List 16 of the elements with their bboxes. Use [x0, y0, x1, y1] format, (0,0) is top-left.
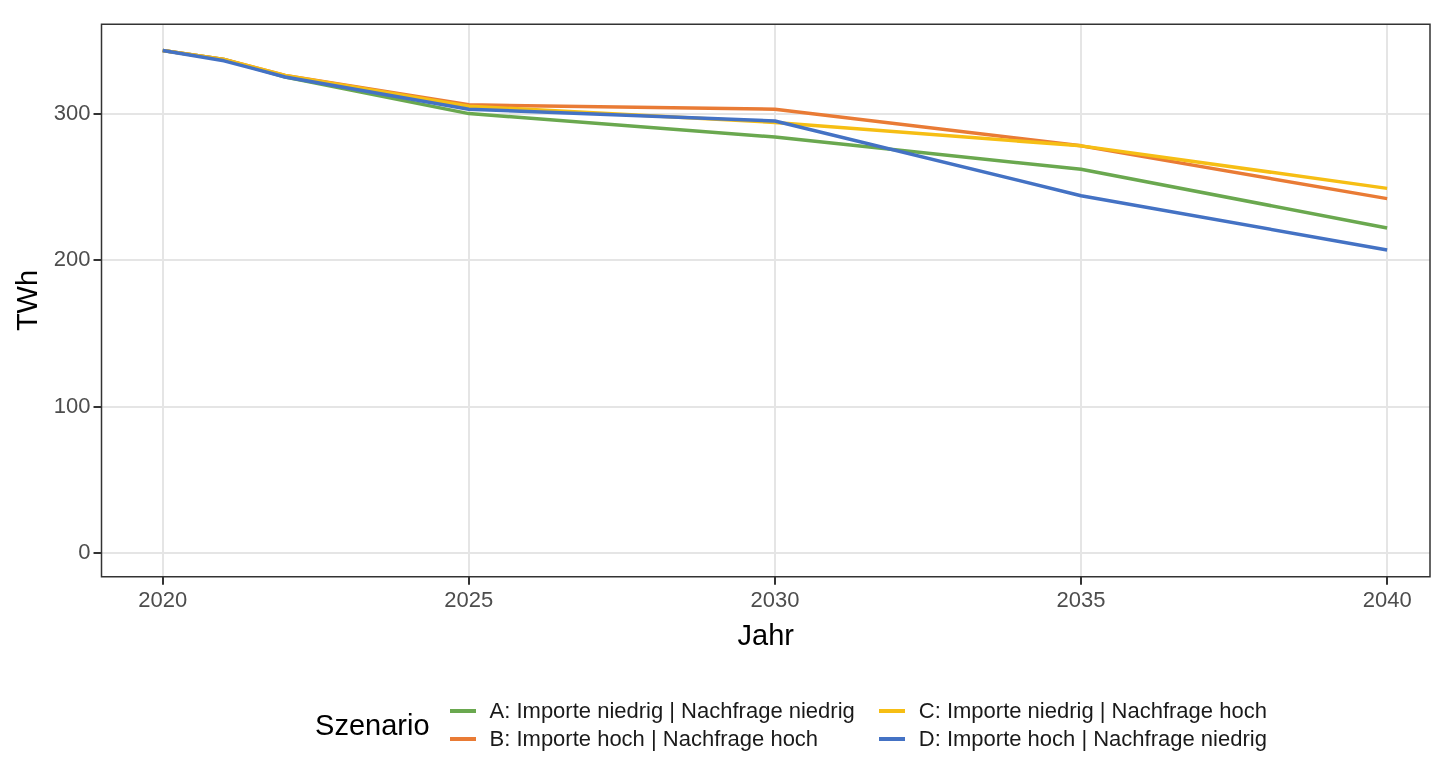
legend-label: D: Importe hoch | Nachfrage niedrig	[918, 726, 1267, 752]
legend-label: C: Importe niedrig | Nachfrage hoch	[918, 698, 1267, 724]
x-tick-label: 2035	[1056, 587, 1106, 613]
legend-title: Szenario	[315, 708, 430, 742]
y-tick-label: 0	[78, 539, 91, 565]
x-tick-label: 2030	[750, 587, 800, 613]
y-tick-label: 200	[53, 246, 91, 272]
y-axis-title: TWh	[11, 269, 44, 332]
legend-label: A: Importe niedrig | Nachfrage niedrig	[489, 698, 855, 724]
y-tick-label: 300	[53, 99, 91, 125]
y-tick-label: 100	[53, 392, 91, 418]
x-tick-label: 2025	[444, 587, 494, 613]
x-tick-label: 2040	[1362, 587, 1412, 613]
x-tick-label: 2020	[138, 587, 188, 613]
legend-label: B: Importe hoch | Nachfrage hoch	[489, 726, 819, 752]
x-axis-title: Jahr	[737, 618, 795, 651]
